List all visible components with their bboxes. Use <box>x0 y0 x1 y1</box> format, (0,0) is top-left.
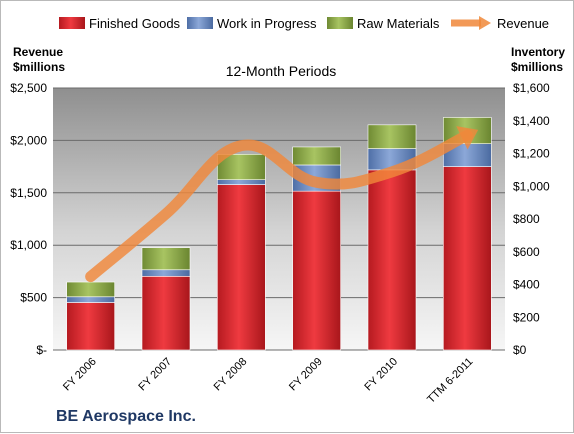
legend-swatch-raw-materials <box>327 17 353 29</box>
bar-finished-goods <box>141 276 191 351</box>
company-name: BE Aerospace Inc. <box>56 408 196 425</box>
bar-finished-goods <box>66 302 115 351</box>
legend-revenue-arrowhead <box>479 16 491 30</box>
x-tick-label: FY 2010 <box>362 356 400 394</box>
left-tick-label: $2,000 <box>10 133 47 147</box>
bar-work-in-progress <box>141 269 191 277</box>
bar-raw-materials <box>141 247 191 271</box>
left-axis-title-line2: $millions <box>13 60 65 74</box>
left-tick-label: $2,500 <box>10 81 47 95</box>
legend-label-raw-materials: Raw Materials <box>357 16 440 31</box>
right-tick-label: $400 <box>513 278 540 292</box>
chart-subtitle: 12-Month Periods <box>226 63 337 79</box>
revenue-line-arrowhead <box>456 126 479 150</box>
left-tick-label: $1,000 <box>10 238 47 252</box>
right-tick-label: $1,400 <box>513 114 550 128</box>
legend-label-work-in-progress: Work in Progress <box>217 16 317 31</box>
bar-raw-materials <box>66 281 115 298</box>
right-axis-ticks: $0 $200 $400 $600 $800 $1,000 $1,200 $1,400 $1,6… <box>513 81 550 357</box>
right-tick-label: $1,600 <box>513 81 550 95</box>
revenue-line-path <box>85 129 473 283</box>
legend-label-revenue: Revenue <box>497 16 549 31</box>
x-tick-label: FY 2007 <box>136 356 174 394</box>
bar-work-in-progress <box>217 179 266 185</box>
bar-raw-materials <box>367 124 417 149</box>
x-axis-ticks: FY 2006 FY 2007 FY 2008 FY 2009 FY 2010 TTM 6… <box>61 356 475 406</box>
plot-area <box>53 88 505 350</box>
bar-stacks <box>66 117 492 351</box>
left-tick-label: $1,500 <box>10 186 47 200</box>
x-tick-label: FY 2006 <box>61 356 99 394</box>
right-tick-label: $800 <box>513 212 540 226</box>
bar-finished-goods <box>217 184 266 351</box>
bar-work-in-progress <box>66 296 115 303</box>
revenue-line <box>85 126 479 283</box>
right-tick-label: $1,200 <box>513 147 550 161</box>
legend-swatch-finished-goods <box>59 17 85 29</box>
right-axis-title-line1: Inventory <box>511 45 565 59</box>
legend: Finished Goods Work in Progress Raw Mate… <box>59 16 549 31</box>
bar-finished-goods <box>443 166 492 351</box>
right-tick-label: $0 <box>513 343 527 357</box>
legend-label-finished-goods: Finished Goods <box>89 16 181 31</box>
right-tick-label: $600 <box>513 245 540 259</box>
right-tick-label: $1,000 <box>513 179 550 193</box>
x-tick-label: FY 2009 <box>287 356 325 394</box>
right-tick-label: $200 <box>513 310 540 324</box>
right-axis-title-line2: $millions <box>511 60 563 74</box>
left-tick-label: $500 <box>20 291 47 305</box>
left-axis-ticks: $- $500 $1,000 $1,500 $2,000 $2,500 <box>10 81 47 357</box>
x-tick-label: TTM 6-2011 <box>425 356 475 406</box>
legend-swatch-work-in-progress <box>187 17 213 29</box>
left-tick-label: $- <box>36 343 47 357</box>
bar-finished-goods <box>367 169 417 351</box>
bar-finished-goods <box>292 190 341 351</box>
left-axis-title-line1: Revenue <box>13 45 63 59</box>
bar-raw-materials <box>292 146 341 166</box>
x-tick-label: FY 2008 <box>212 356 250 394</box>
